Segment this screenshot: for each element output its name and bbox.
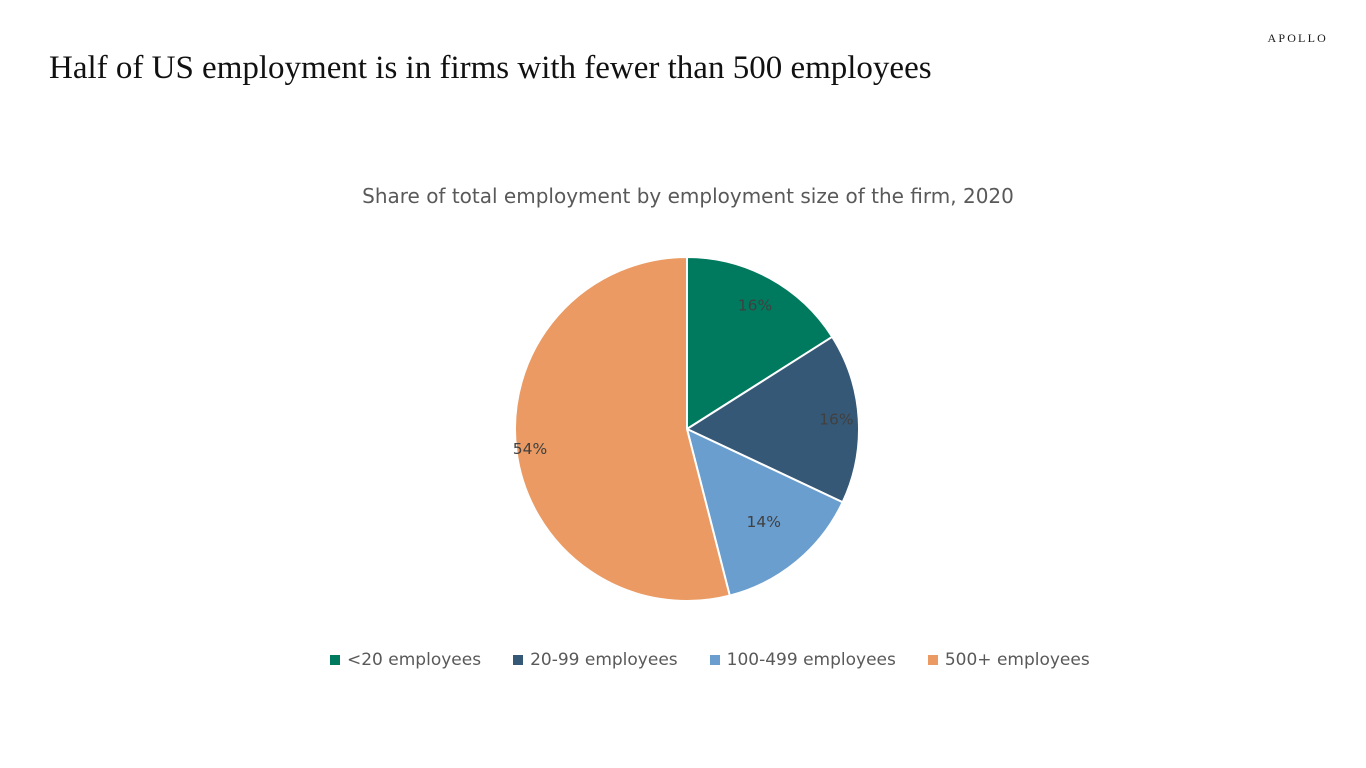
page-title: Half of US employment is in firms with f… [49, 50, 932, 86]
pie-slice [686, 255, 834, 431]
legend-item: 500+ employees [927, 650, 1090, 670]
slice-data-label: 14% [747, 513, 781, 531]
legend-item: <20 employees [330, 650, 481, 670]
brand-logo: APOLLO [1267, 31, 1328, 45]
legend-swatch [927, 655, 938, 665]
legend-label: <20 employees [347, 650, 482, 670]
legend-label: 500+ employees [944, 650, 1090, 670]
legend-swatch [709, 655, 720, 665]
legend-swatch [513, 655, 524, 665]
slice-data-label: 54% [513, 440, 547, 458]
slice-data-label: 16% [819, 411, 853, 429]
pie-slice [685, 427, 844, 597]
legend-label: 100-499 employees [726, 650, 896, 670]
legend-swatch [330, 655, 340, 665]
pie-chart-plot: 16% 16% 14% 54% [513, 255, 860, 602]
pie-slice [513, 255, 731, 602]
chart-title: Share of total employment by employment … [362, 184, 1014, 208]
pie-slice [684, 335, 860, 504]
legend-label: 20-99 employees [530, 650, 678, 670]
chart-legend: <20 employees 20-99 employees 100-499 empl… [330, 650, 1090, 670]
legend-item: 100-499 employees [709, 650, 896, 670]
legend-item: 20-99 employees [513, 650, 678, 670]
slice-data-label: 16% [738, 296, 772, 314]
